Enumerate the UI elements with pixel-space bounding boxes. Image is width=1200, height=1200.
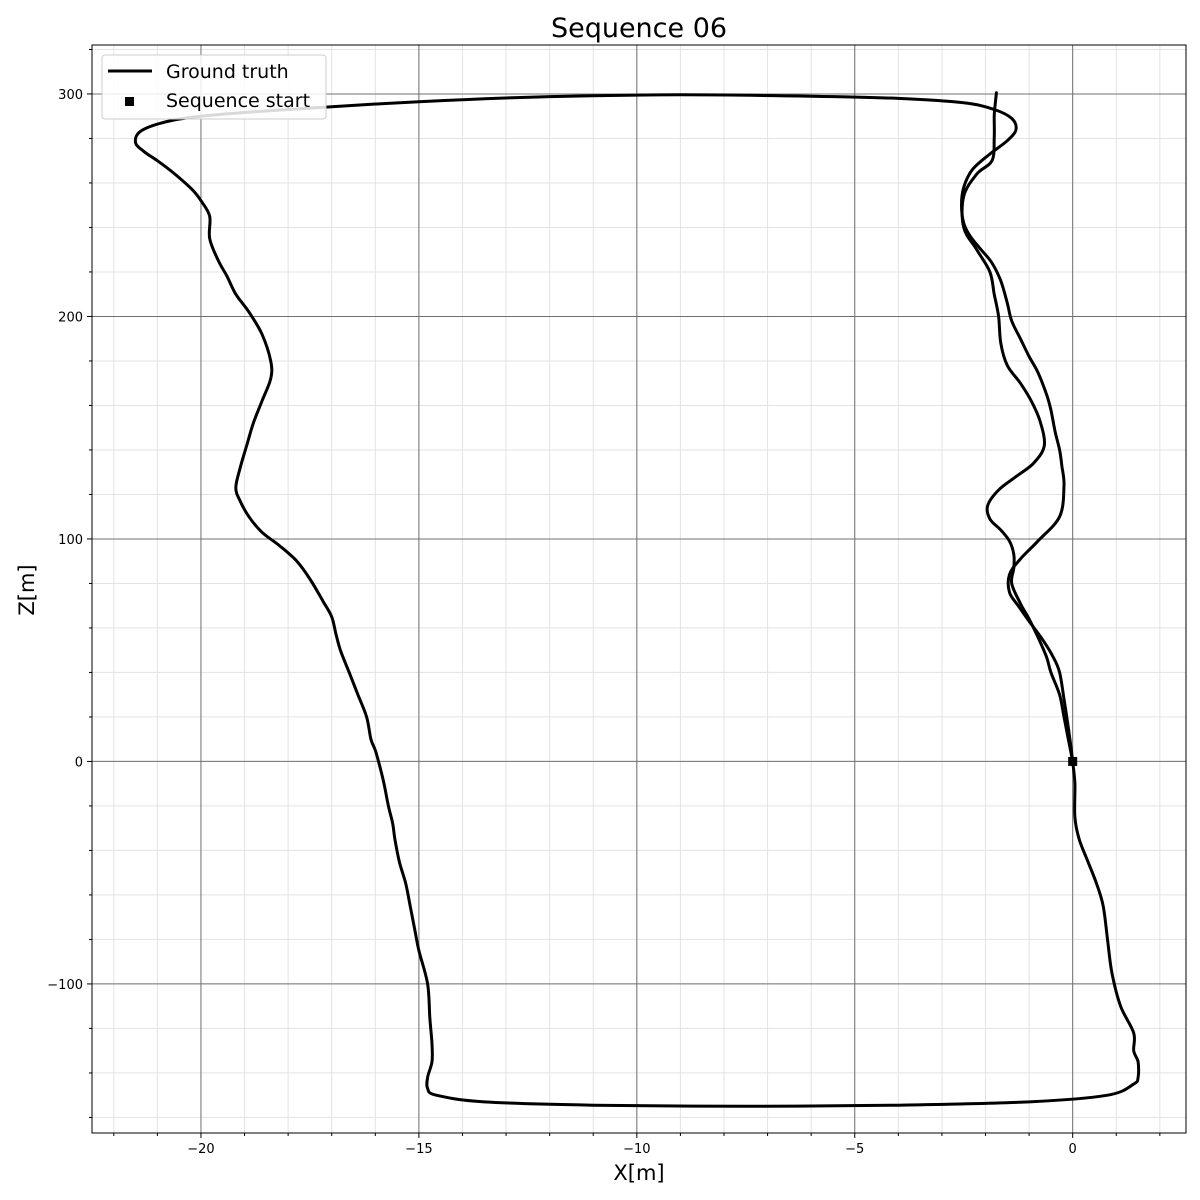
y-tick-label: 300	[58, 88, 83, 103]
y-tick-label: −100	[47, 978, 83, 993]
sequence-start-marker	[1068, 756, 1078, 766]
axis-ticks: −20 −15 −10 −5 0 −100 0 100 200 300	[47, 48, 1161, 1157]
y-axis-label: Z[m]	[15, 564, 39, 615]
x-tick-label: −15	[405, 1142, 432, 1157]
legend-label-ground-truth: Ground truth	[166, 61, 289, 83]
legend-box	[101, 54, 327, 120]
legend-square-swatch	[125, 97, 134, 106]
x-tick-label: −20	[187, 1142, 214, 1157]
y-tick-label: 0	[75, 755, 83, 770]
ground-truth-series-line	[133, 93, 1141, 1108]
x-tick-label: 0	[1069, 1142, 1077, 1157]
series-layer	[133, 91, 1141, 1108]
x-tick-label: −10	[623, 1142, 650, 1157]
x-axis-label: X[m]	[613, 1161, 664, 1185]
x-tick-label: −5	[845, 1142, 864, 1157]
ground-truth-series-line	[960, 91, 1075, 763]
y-tick-label: 200	[58, 310, 83, 325]
major-grid	[92, 45, 1186, 1133]
plot-frame	[91, 44, 1187, 1134]
legend-label-sequence-start: Sequence start	[166, 90, 310, 112]
y-tick-label: 100	[58, 533, 83, 548]
chart-title: Sequence 06	[551, 13, 727, 44]
legend: Ground truth Sequence start	[101, 54, 327, 120]
